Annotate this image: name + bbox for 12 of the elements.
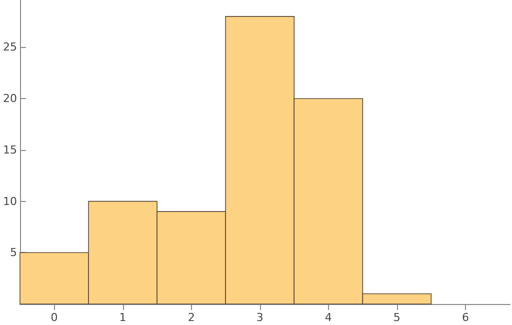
x-tick-label: 1 (119, 311, 126, 324)
x-tick-label: 4 (324, 311, 332, 324)
x-tick-label: 2 (188, 311, 195, 324)
x-tick-label: 6 (462, 311, 469, 324)
x-tick-label: 3 (256, 311, 264, 324)
y-tick-label: 20 (2, 92, 17, 106)
y-tick-label: 5 (10, 246, 17, 260)
y-tick-label: 10 (2, 194, 17, 208)
y-tick-label: 15 (2, 143, 17, 156)
y-tick-label: 25 (2, 40, 17, 54)
x-tick-label: 5 (393, 311, 400, 324)
x-tick-label: 0 (50, 311, 58, 324)
